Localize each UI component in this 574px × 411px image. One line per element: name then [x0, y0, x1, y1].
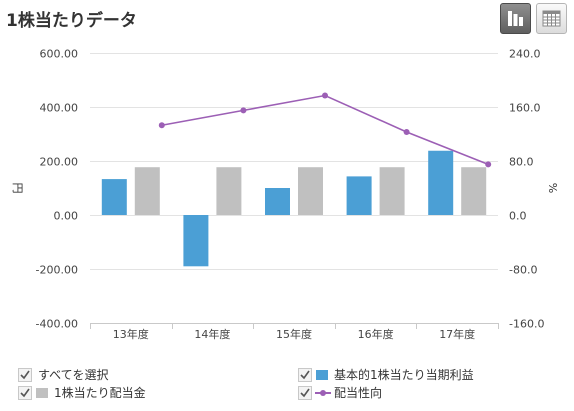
bar[interactable] — [265, 188, 290, 215]
eps-checkbox[interactable] — [298, 368, 312, 382]
line-point[interactable] — [322, 92, 328, 99]
x-tick-label: 14年度 — [194, 327, 230, 341]
x-tick-label: 17年度 — [439, 327, 475, 341]
checkmark-icon — [20, 388, 30, 398]
chart-view-button[interactable] — [500, 3, 531, 34]
checkmark-icon — [20, 370, 30, 380]
bar[interactable] — [134, 167, 160, 215]
bar[interactable] — [428, 150, 454, 215]
y-left-tick-label: -400.00 — [36, 318, 78, 331]
y-left-tick-label: 600.00 — [40, 48, 79, 61]
payout-ratio-checkbox[interactable] — [298, 386, 312, 400]
line-point[interactable] — [240, 107, 247, 114]
bar[interactable] — [216, 167, 242, 215]
table-grid-icon — [542, 10, 561, 27]
bar[interactable] — [101, 179, 127, 215]
dividend-swatch — [36, 388, 48, 398]
y-left-axis-label: 円 — [11, 183, 24, 194]
bar[interactable] — [346, 176, 372, 215]
line-point[interactable] — [158, 122, 165, 129]
line-point[interactable] — [403, 128, 410, 135]
x-tick-label: 16年度 — [358, 327, 394, 341]
y-right-tick-label: 160.0 — [509, 102, 541, 115]
checkmark-icon — [300, 370, 310, 380]
select-all-label: すべてを選択 — [38, 368, 109, 382]
y-left-tick-label: -200.00 — [36, 264, 78, 277]
y-right-tick-label: -160.0 — [509, 318, 544, 331]
checkmark-icon — [300, 388, 310, 398]
eps-label: 基本的1株当たり当期利益 — [334, 368, 474, 382]
bar[interactable] — [461, 167, 487, 215]
y-left-tick-label: 0.00 — [54, 210, 79, 223]
y-right-tick-label: 80.0 — [509, 156, 534, 169]
y-left-tick-label: 200.00 — [40, 156, 79, 169]
bar[interactable] — [379, 167, 405, 215]
y-right-axis-label: % — [546, 183, 559, 193]
y-right-tick-label: -80.0 — [509, 264, 537, 277]
x-tick-label: 13年度 — [113, 327, 149, 341]
bar[interactable] — [183, 215, 209, 267]
y-left-tick-label: 400.00 — [40, 102, 79, 115]
dividend-label: 1株当たり配当金 — [54, 386, 146, 400]
eps-swatch — [316, 370, 328, 380]
table-view-button[interactable] — [536, 3, 567, 34]
dividend-checkbox[interactable] — [18, 386, 32, 400]
payout-ratio-swatch — [315, 390, 331, 396]
chart-title: 1株当たりデータ — [6, 11, 137, 31]
select-all-checkbox[interactable] — [18, 368, 32, 382]
payout-ratio-label: 配当性向 — [334, 386, 383, 400]
x-tick-label: 15年度 — [276, 327, 312, 341]
y-right-tick-label: 240.0 — [509, 48, 541, 61]
bar[interactable] — [298, 167, 323, 215]
line-point[interactable] — [485, 161, 492, 168]
bar-chart-icon — [508, 11, 523, 26]
y-right-tick-label: 0.0 — [509, 210, 527, 223]
